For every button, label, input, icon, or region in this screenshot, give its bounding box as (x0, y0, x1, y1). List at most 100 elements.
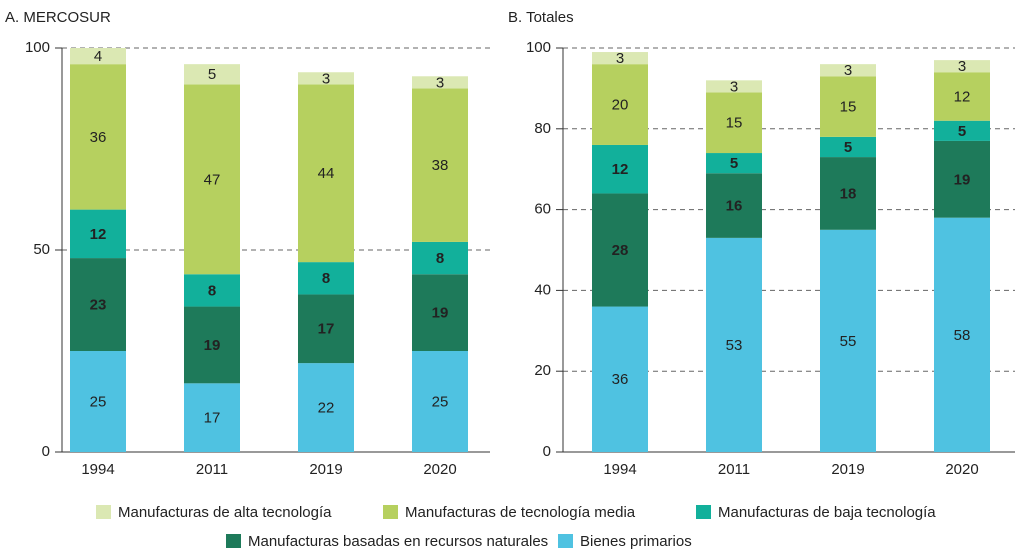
data-label: 3 (436, 74, 444, 91)
y-tick-label: 50 (33, 241, 50, 258)
y-tick-label: 80 (534, 120, 551, 137)
data-label: 18 (840, 185, 857, 202)
bar-segment (592, 64, 648, 145)
data-label: 8 (322, 270, 330, 287)
data-label: 20 (612, 97, 629, 114)
y-tick-label: 0 (42, 443, 50, 460)
legend-label: Manufacturas basadas en recursos natural… (248, 533, 548, 549)
bar-segment (184, 64, 240, 85)
bar-segment (70, 209, 126, 259)
y-tick-label: 60 (534, 201, 551, 218)
data-label: 19 (432, 305, 449, 322)
bar-segment (934, 120, 990, 141)
bar-segment (820, 64, 876, 77)
bar-segment (706, 153, 762, 174)
bar-segment (706, 92, 762, 154)
data-label: 8 (436, 250, 444, 267)
y-tick-label: 20 (534, 362, 551, 379)
data-label: 3 (322, 70, 330, 87)
bar-segment (412, 274, 468, 351)
bar-segment (412, 88, 468, 242)
legend-swatch (696, 505, 711, 519)
bar-segment (820, 136, 876, 158)
x-tick-label: 1994 (603, 461, 636, 478)
legend-swatch (96, 505, 111, 519)
bar-segment (592, 306, 648, 452)
bar-segment (934, 217, 990, 452)
data-label: 36 (90, 129, 107, 146)
bar-segment (412, 351, 468, 452)
data-label: 44 (318, 165, 335, 182)
y-tick-label: 0 (543, 443, 551, 460)
data-label: 55 (840, 333, 857, 350)
data-label: 23 (90, 297, 107, 314)
data-label: 8 (208, 282, 216, 299)
bar-segment (184, 274, 240, 307)
legend-label: Bienes primarios (580, 533, 692, 549)
data-label: 3 (958, 58, 966, 75)
data-label: 38 (432, 157, 449, 174)
legend-label: Manufacturas de tecnología media (405, 504, 636, 521)
x-tick-label: 2011 (718, 461, 750, 478)
bar-segment (70, 351, 126, 452)
data-label: 58 (954, 327, 971, 344)
data-label: 28 (612, 242, 629, 259)
data-label: 5 (730, 155, 738, 172)
data-label: 3 (844, 62, 852, 79)
y-tick-label: 40 (534, 281, 551, 298)
data-label: 5 (844, 139, 852, 156)
panel-title: B. Totales (508, 9, 574, 26)
data-label: 16 (726, 198, 743, 215)
bar-segment (70, 48, 126, 65)
bar-segment (70, 258, 126, 351)
bar-segment (706, 80, 762, 93)
y-tick-label: 100 (526, 39, 551, 56)
bar-segment (412, 76, 468, 89)
bar-segment (934, 72, 990, 121)
bar-segment (592, 144, 648, 194)
x-tick-label: 1994 (81, 461, 114, 478)
bar-segment (298, 84, 354, 263)
bar-segment (706, 237, 762, 452)
data-label: 15 (726, 115, 743, 132)
bar-segment (184, 84, 240, 275)
bar-segment (298, 72, 354, 85)
legend-label: Manufacturas de alta tecnología (118, 504, 332, 521)
bar-segment (706, 173, 762, 238)
legend-swatch (558, 534, 573, 548)
x-tick-label: 2020 (423, 461, 456, 478)
legend-swatch (226, 534, 241, 548)
data-label: 47 (204, 171, 221, 188)
data-label: 17 (204, 410, 221, 427)
bar-segment (184, 383, 240, 452)
data-label: 3 (730, 78, 738, 95)
x-tick-label: 2019 (831, 461, 864, 478)
panel-title: A. MERCOSUR (5, 9, 111, 26)
bar-segment (820, 229, 876, 452)
data-label: 22 (318, 400, 335, 417)
data-label: 12 (90, 226, 107, 243)
legend-label: Manufacturas de baja tecnología (718, 504, 936, 521)
x-tick-label: 2020 (945, 461, 978, 478)
x-tick-label: 2011 (196, 461, 228, 478)
bar-segment (934, 140, 990, 218)
bar-segment (820, 76, 876, 137)
data-label: 12 (612, 161, 629, 178)
data-label: 5 (208, 66, 216, 83)
data-label: 3 (616, 50, 624, 67)
data-label: 4 (94, 48, 102, 65)
bar-segment (412, 241, 468, 275)
data-label: 17 (318, 321, 335, 338)
data-label: 36 (612, 371, 629, 388)
data-label: 19 (204, 337, 221, 354)
bar-segment (592, 193, 648, 307)
bar-segment (298, 262, 354, 295)
y-tick-label: 100 (25, 39, 50, 56)
data-label: 25 (90, 393, 107, 410)
bar-segment (298, 363, 354, 452)
data-label: 12 (954, 88, 971, 105)
legend-swatch (383, 505, 398, 519)
bar-segment (184, 306, 240, 384)
bar-segment (298, 294, 354, 364)
